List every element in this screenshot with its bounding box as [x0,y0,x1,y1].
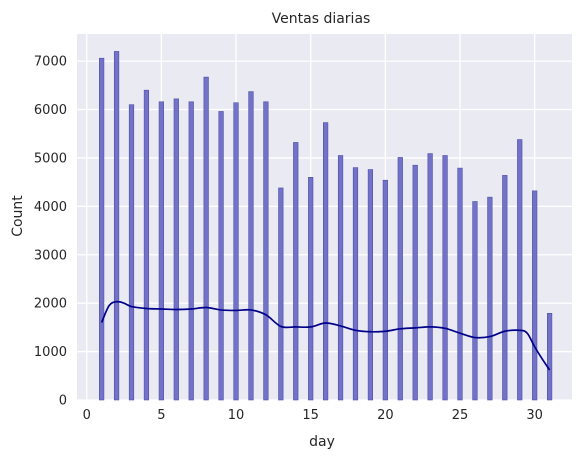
x-tick-label: 20 [377,408,394,423]
chart-title: Ventas diarias [272,11,371,27]
y-tick-label: 0 [59,394,67,409]
kde-curve-group [100,300,551,371]
bar [308,177,314,401]
bar [412,164,418,401]
bar [218,111,224,401]
y-tick-label: 7000 [34,55,67,70]
y-tick-label: 3000 [34,248,67,263]
bar [367,169,374,401]
y-tick-label: 6000 [34,103,67,118]
bar [233,102,239,401]
bar [487,196,493,401]
x-tick-label: 5 [157,408,165,423]
bar [128,104,135,401]
bar [99,57,105,401]
bar [352,167,359,401]
bar [263,101,269,401]
bar [158,101,164,401]
y-axis-ticks: 0 1000 2000 3000 4000 5000 6000 7000 [34,55,67,409]
bar [532,190,538,401]
bar [472,201,478,401]
x-tick-label: 10 [228,408,245,423]
bar [203,76,209,401]
x-tick-label: 15 [302,408,319,423]
bar [113,51,120,401]
bar [293,142,299,401]
x-axis-label: day [309,434,335,450]
bar [442,155,448,401]
bar [457,167,463,401]
kde-line [100,300,551,371]
bar [323,122,329,401]
y-axis-label: Count [10,195,26,237]
x-tick-label: 0 [83,408,91,423]
bar [248,91,254,401]
bar [547,313,553,401]
bar [427,153,433,401]
bar [188,101,194,401]
y-tick-label: 2000 [34,297,67,312]
bar [397,157,403,401]
y-tick-label: 1000 [34,345,67,360]
x-tick-label: 25 [452,408,469,423]
bars [99,51,553,401]
bar [382,179,388,401]
bar [517,139,523,401]
x-tick-label: 30 [526,408,543,423]
bar [143,89,150,401]
x-axis-ticks: 0 5 10 15 20 25 30 [83,408,543,423]
y-tick-label: 5000 [34,151,67,166]
bar [502,175,508,401]
bar [337,155,344,401]
y-tick-label: 4000 [34,200,67,215]
bar [278,187,284,401]
bar [173,98,179,401]
